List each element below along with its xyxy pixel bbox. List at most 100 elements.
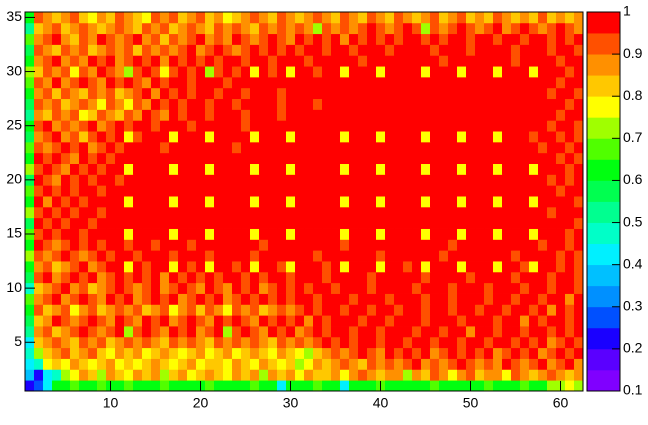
cell bbox=[34, 326, 44, 338]
cell bbox=[322, 87, 332, 100]
cell bbox=[331, 326, 341, 338]
cell bbox=[160, 12, 170, 24]
cell bbox=[493, 87, 503, 100]
cell bbox=[34, 22, 44, 35]
cell bbox=[268, 163, 278, 175]
cell bbox=[160, 326, 170, 338]
cell bbox=[106, 261, 116, 273]
cell bbox=[448, 33, 458, 45]
cell bbox=[79, 196, 89, 208]
cell bbox=[484, 66, 494, 78]
color-bar-band bbox=[587, 201, 620, 223]
cell bbox=[142, 282, 152, 294]
cell bbox=[493, 76, 503, 89]
cell bbox=[250, 271, 260, 284]
cell bbox=[511, 33, 521, 45]
cell bbox=[151, 185, 161, 197]
cell bbox=[52, 380, 62, 392]
cell bbox=[385, 152, 395, 164]
cell bbox=[475, 152, 485, 164]
cell bbox=[133, 358, 143, 370]
cell bbox=[322, 33, 332, 45]
cell bbox=[34, 304, 44, 316]
cell bbox=[277, 315, 287, 327]
cell bbox=[349, 12, 359, 24]
cell bbox=[430, 261, 440, 273]
cell bbox=[349, 185, 359, 197]
cell bbox=[448, 336, 458, 349]
cell bbox=[61, 336, 71, 349]
cell bbox=[250, 282, 260, 294]
cell bbox=[223, 336, 233, 349]
cell bbox=[529, 174, 539, 186]
cell bbox=[259, 66, 269, 78]
cell bbox=[331, 196, 341, 208]
cell bbox=[565, 293, 575, 305]
cell bbox=[448, 76, 458, 89]
cell bbox=[538, 120, 548, 132]
cell bbox=[277, 141, 287, 154]
cell bbox=[439, 304, 449, 316]
cell bbox=[43, 228, 53, 240]
cell bbox=[502, 44, 512, 56]
cell bbox=[295, 369, 305, 381]
cell bbox=[493, 326, 503, 338]
cell bbox=[286, 217, 296, 229]
cell bbox=[403, 131, 413, 143]
cell bbox=[124, 22, 134, 35]
cell bbox=[574, 98, 584, 110]
cell bbox=[286, 12, 296, 24]
cell bbox=[142, 239, 152, 251]
cell bbox=[457, 358, 467, 370]
cell bbox=[529, 336, 539, 349]
cell bbox=[268, 228, 278, 240]
cell bbox=[88, 315, 98, 327]
cell bbox=[421, 196, 431, 208]
cell bbox=[520, 163, 530, 175]
cell bbox=[538, 369, 548, 381]
cell bbox=[322, 206, 332, 219]
cell bbox=[358, 369, 368, 381]
cell bbox=[133, 315, 143, 327]
cell bbox=[358, 76, 368, 89]
cell bbox=[394, 250, 404, 262]
cell bbox=[79, 66, 89, 78]
cell bbox=[367, 304, 377, 316]
cell bbox=[52, 347, 62, 359]
cell bbox=[520, 44, 530, 56]
cell bbox=[142, 163, 152, 175]
cell bbox=[484, 131, 494, 143]
cell bbox=[169, 293, 179, 305]
cell bbox=[502, 293, 512, 305]
cell bbox=[448, 87, 458, 100]
cell bbox=[241, 271, 251, 284]
cell bbox=[295, 304, 305, 316]
cell bbox=[340, 293, 350, 305]
cell bbox=[205, 261, 215, 273]
cell bbox=[475, 174, 485, 186]
cell bbox=[43, 12, 53, 24]
color-bar-band bbox=[587, 369, 620, 392]
cell bbox=[349, 55, 359, 67]
cell bbox=[556, 174, 566, 186]
cell bbox=[286, 44, 296, 56]
cell bbox=[115, 66, 125, 78]
cell bbox=[88, 293, 98, 305]
cell bbox=[34, 141, 44, 154]
cell bbox=[574, 163, 584, 175]
cell bbox=[313, 44, 323, 56]
cell bbox=[448, 12, 458, 24]
cell bbox=[367, 336, 377, 349]
cell bbox=[79, 315, 89, 327]
cell bbox=[205, 336, 215, 349]
cell bbox=[448, 206, 458, 219]
cell bbox=[313, 271, 323, 284]
cell bbox=[493, 12, 503, 24]
cell bbox=[106, 152, 116, 164]
cell bbox=[322, 217, 332, 229]
cell bbox=[439, 141, 449, 154]
cell bbox=[475, 261, 485, 273]
cell bbox=[448, 152, 458, 164]
cell bbox=[448, 261, 458, 273]
cell bbox=[52, 358, 62, 370]
